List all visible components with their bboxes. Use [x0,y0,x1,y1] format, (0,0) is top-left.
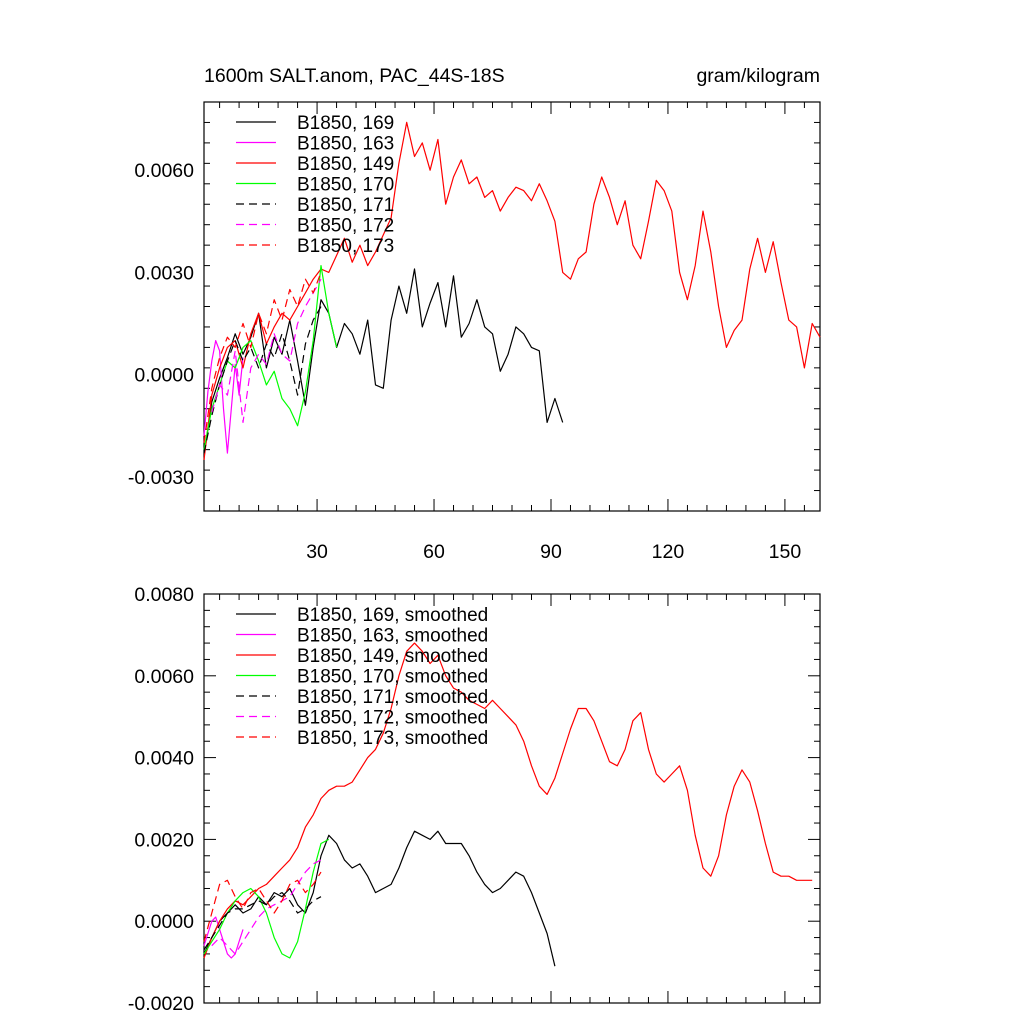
top-panel-plot: -0.0030 0.0000 0.0030 0.0060 30 60 90 120 150 B18… [128,101,821,563]
series-line-4 [203,265,338,450]
series-line-6 [211,859,322,955]
chart-units: gram/kilogram [696,65,820,87]
bottom-panel-plot: -0.0020 0.0000 0.0020 0.0040 0.0060 0.0080 B18… [128,584,821,1015]
legend-label: B1850, 173, smoothed [297,728,488,749]
legend-label: B1850, 170 [297,175,394,196]
series-line-1 [203,268,564,457]
legend-label: B1850, 171, smoothed [297,687,488,708]
y-tick-label: 0.0000 [134,911,194,933]
x-tick-label: 60 [423,541,445,563]
legend-label: B1850, 169, smoothed [297,605,488,626]
series-line-5 [203,891,322,951]
y-tick-label: 0.0060 [134,160,194,182]
y-tick-label: 0.0040 [134,748,194,770]
series-line-1 [203,830,556,967]
y-tick-label: 0.0030 [134,262,194,284]
legend-label: B1850, 171 [297,195,394,216]
chart-title: 1600m SALT.anom, PAC_44S-18S [204,65,505,87]
legend-label: B1850, 169 [297,113,394,134]
legend-label: B1850, 163 [297,134,394,155]
series-line-6 [211,278,322,423]
legend-label: B1850, 173 [297,236,394,257]
x-tick-label: 30 [306,541,328,563]
y-tick-label: 0.0020 [134,829,194,851]
legend-label: B1850, 149, smoothed [297,646,488,667]
series-line-3 [203,121,821,460]
series-line-4 [203,838,330,959]
legend-label: B1850, 163, smoothed [297,626,488,647]
y-tick-label: 0.0060 [134,666,194,688]
series-line-7 [203,272,322,443]
y-tick-label: 0.0000 [134,365,194,387]
series-line-7 [203,871,322,942]
x-tick-label: 90 [540,541,562,563]
legend-label: B1850, 172, smoothed [297,708,488,729]
legend-label: B1850, 149 [297,154,394,175]
y-tick-label: 0.0080 [134,584,194,606]
series-line-3 [203,642,813,959]
y-tick-label: -0.0020 [128,993,194,1015]
y-tick-label: -0.0030 [128,467,194,489]
x-tick-label: 150 [769,541,802,563]
x-tick-label: 120 [652,541,685,563]
legend-label: B1850, 170, smoothed [297,667,488,688]
series-line-5 [203,306,322,454]
legend-label: B1850, 172 [297,216,394,237]
series-line-2 [203,340,244,454]
